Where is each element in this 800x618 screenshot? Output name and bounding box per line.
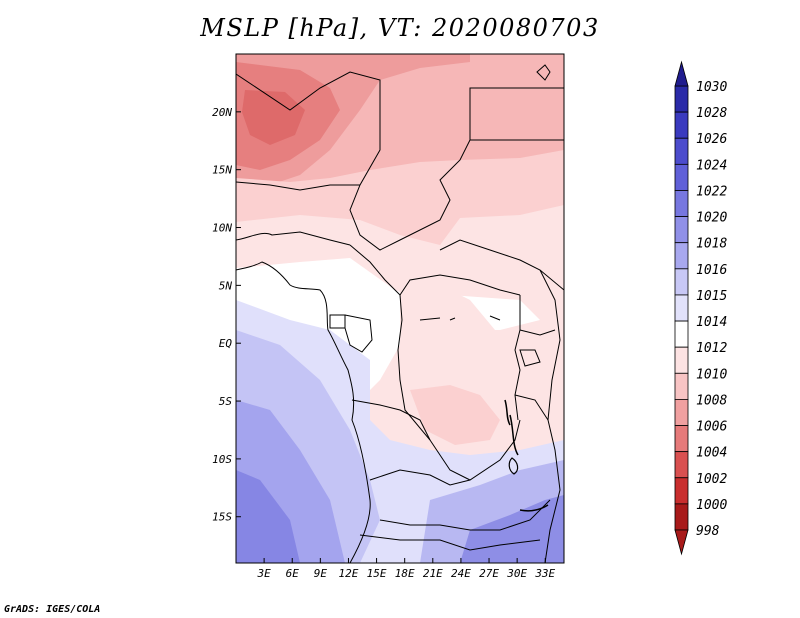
y-tick-label: EQ — [219, 337, 233, 350]
colorbar-box — [674, 294, 689, 322]
x-tick-label: 30E — [506, 567, 527, 580]
x-axis-ticks: 3E 6E 9E 12E 15E 18E 21E 24E 27E 30E 33E — [256, 558, 556, 580]
y-tick-label: 15S — [212, 511, 232, 524]
y-tick-label: 20N — [212, 106, 232, 119]
x-tick-label: 27E — [479, 567, 499, 580]
colorbar-box — [674, 242, 689, 270]
colorbar-label: 998 — [696, 524, 720, 539]
colorbar-box — [674, 399, 689, 426]
map-frame — [235, 53, 565, 564]
colorbar-label: 1000 — [696, 498, 727, 513]
grads-credit: GrADS: IGES/COLA — [4, 604, 101, 615]
colorbar-label: 1010 — [696, 367, 727, 382]
y-tick-label: 15N — [212, 164, 232, 177]
colorbar-label: 1020 — [696, 211, 727, 226]
colorbar-box — [674, 346, 689, 374]
country-borders — [236, 64, 564, 563]
map-title: MSLP [hPa], VT: 2020080703 — [200, 14, 600, 42]
colorbar-box — [674, 503, 689, 531]
x-tick-label: 24E — [451, 567, 471, 580]
colorbar: 1030 1028 1026 1024 1022 1020 1018 1016 1015 1014… — [674, 60, 727, 556]
colorbar-box — [674, 451, 689, 479]
colorbar-label: 1015 — [696, 289, 727, 304]
y-axis-ticks: 20N 15N 10N 5N EQ 5S 10S 15S — [212, 106, 241, 524]
y-tick-label: 10N — [212, 222, 232, 235]
colorbar-label: 1012 — [696, 341, 727, 356]
x-tick-label: 33E — [534, 567, 555, 580]
colorbar-box — [674, 320, 689, 348]
map-panel — [236, 54, 564, 563]
colorbar-label: 1016 — [696, 263, 727, 278]
colorbar-bottom-arrow — [674, 529, 689, 556]
colorbar-box — [674, 190, 689, 217]
colorbar-label: 1028 — [696, 106, 727, 121]
colorbar-label: 1002 — [696, 472, 727, 487]
colorbar-box — [674, 85, 689, 113]
x-tick-label: 6E — [286, 567, 300, 580]
colorbar-box — [674, 372, 689, 400]
pressure-band-1020-ocean — [236, 470, 300, 563]
x-tick-label: 12E — [339, 567, 359, 580]
colorbar-label: 1024 — [696, 158, 727, 173]
x-tick-label: 18E — [395, 567, 415, 580]
x-tick-label: 3E — [256, 567, 271, 580]
pressure-band-1002 — [242, 90, 305, 145]
colorbar-box — [674, 268, 689, 296]
colorbar-label: 1008 — [696, 393, 727, 408]
colorbar-top-arrow — [674, 60, 689, 87]
colorbar-box — [674, 425, 689, 453]
colorbar-label: 1022 — [696, 184, 727, 199]
y-tick-label: 5N — [219, 279, 233, 292]
pressure-band-1010-patch — [410, 385, 500, 445]
colorbar-box — [674, 163, 689, 191]
y-tick-label: 10S — [212, 453, 232, 466]
colorbar-label: 1026 — [696, 132, 727, 147]
x-tick-label: 15E — [367, 567, 387, 580]
colorbar-label: 1014 — [696, 315, 727, 330]
colorbar-label: 1030 — [696, 80, 727, 95]
x-tick-label: 9E — [314, 567, 328, 580]
pressure-band-1014 — [236, 258, 540, 400]
colorbar-box — [674, 216, 689, 244]
colorbar-label: 1004 — [696, 446, 727, 461]
x-tick-label: 21E — [423, 567, 443, 580]
colorbar-label: 1006 — [696, 420, 727, 435]
colorbar-box — [674, 137, 689, 165]
colorbar-label: 1018 — [696, 237, 727, 252]
colorbar-box — [674, 477, 689, 505]
y-tick-label: 5S — [219, 395, 233, 408]
pressure-band-1012-patch — [400, 285, 500, 410]
colorbar-box — [674, 111, 689, 139]
